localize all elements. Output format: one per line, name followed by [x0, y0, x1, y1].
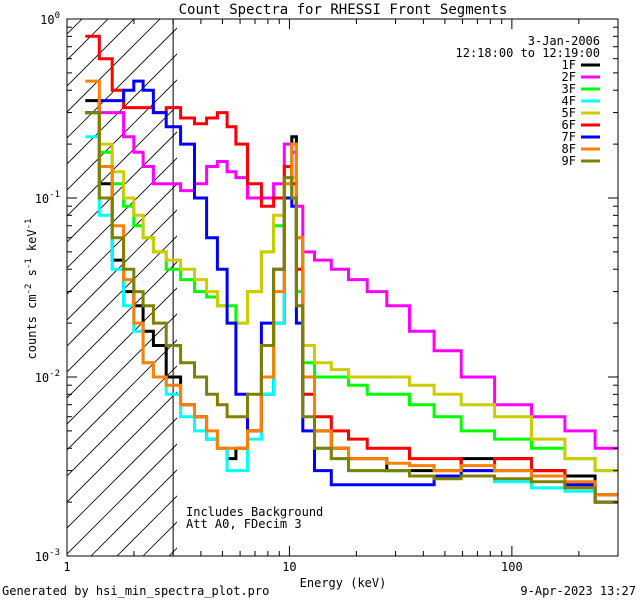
series-9F-line — [85, 111, 618, 504]
hatch-line — [67, 235, 177, 347]
legend-label-1F: 1F — [562, 58, 576, 72]
annotation-attenuator: Att A0, FDecim 3 — [186, 517, 302, 531]
time-range: 12:18:00 to 12:19:00 — [456, 46, 601, 60]
annotation-background: Includes Background — [186, 505, 323, 519]
hatch-line — [67, 79, 177, 191]
y-tick-label: 10-1 — [35, 190, 60, 206]
hatch-line — [247, 0, 640, 556]
hatch-line — [67, 365, 177, 477]
series-2F-line — [85, 111, 618, 450]
hatch-line — [67, 19, 161, 113]
legend-label-5F: 5F — [562, 106, 576, 120]
y-tick-label: 100 — [40, 11, 60, 27]
axis-ticks — [66, 18, 619, 557]
hatch-line — [67, 27, 177, 139]
hatch-line — [67, 19, 109, 61]
legend-label-8F: 8F — [562, 142, 576, 156]
chart-title: Count Spectra for RHESSI Front Segments — [179, 2, 508, 18]
hatch-line — [0, 0, 119, 556]
y-tick-label: 10-3 — [35, 548, 60, 564]
legend-label-2F: 2F — [562, 70, 576, 84]
hatch-line — [67, 105, 177, 217]
observation-date: 3-Jan-2006 — [528, 34, 600, 48]
series-5F-line — [85, 111, 618, 473]
legend-label-6F: 6F — [562, 118, 576, 132]
x-tick-label: 10 — [282, 560, 296, 574]
footer-generator: Generated by hsi_min_spectra_plot.pro — [2, 584, 269, 598]
hatch-line — [67, 131, 177, 243]
hatch-line — [67, 53, 177, 165]
hatch-line — [67, 19, 135, 87]
hatch-line — [67, 339, 177, 451]
x-tick-label: 1 — [63, 560, 70, 574]
hatch-line — [67, 417, 177, 529]
series-layer — [85, 34, 618, 504]
series-1F-line — [85, 99, 618, 497]
legend-label-7F: 7F — [562, 130, 576, 144]
hatch-line — [67, 313, 177, 425]
x-axis-label: Energy (keV) — [300, 576, 387, 590]
hatch-line — [67, 391, 177, 503]
legend-label-4F: 4F — [562, 94, 576, 108]
plot-frame — [66, 18, 619, 557]
hatch-line — [67, 209, 177, 321]
legend-label-3F: 3F — [562, 82, 576, 96]
footer-timestamp: 9-Apr-2023 13:27 — [520, 584, 636, 598]
x-tick-label: 100 — [501, 560, 523, 574]
hatch-line — [67, 287, 177, 399]
y-axis-label: counts cm-2 s-1 keV-1 — [24, 219, 39, 360]
excluded-energy-hatch — [0, 0, 640, 556]
y-tick-labels: 10-3 10-2 10-1 100 — [35, 11, 60, 564]
hatch-line — [67, 157, 177, 269]
y-tick-label: 10-2 — [35, 369, 60, 385]
legend-label-9F: 9F — [562, 154, 576, 168]
hatch-line — [67, 183, 177, 295]
hatch-line — [0, 0, 93, 556]
series-7F-line — [85, 79, 618, 504]
series-8F-line — [85, 79, 618, 497]
x-tick-labels: 1 10 100 — [63, 560, 522, 574]
hatch-line — [67, 443, 177, 555]
